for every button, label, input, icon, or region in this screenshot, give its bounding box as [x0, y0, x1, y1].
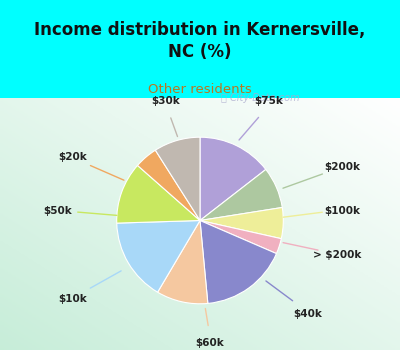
- Wedge shape: [117, 220, 200, 292]
- Text: $20k: $20k: [58, 152, 87, 162]
- Text: $75k: $75k: [254, 96, 283, 106]
- Wedge shape: [117, 166, 200, 223]
- Wedge shape: [200, 220, 276, 303]
- Text: $50k: $50k: [44, 206, 72, 216]
- Text: $60k: $60k: [196, 338, 224, 348]
- Wedge shape: [200, 169, 282, 220]
- Wedge shape: [138, 150, 200, 220]
- Text: $100k: $100k: [324, 206, 360, 216]
- Wedge shape: [155, 137, 200, 220]
- Text: > $200k: > $200k: [313, 250, 361, 260]
- Wedge shape: [200, 208, 283, 239]
- Text: $10k: $10k: [58, 294, 87, 304]
- Wedge shape: [200, 220, 281, 254]
- Text: Income distribution in Kernersville,
NC (%): Income distribution in Kernersville, NC …: [34, 21, 366, 61]
- Text: $30k: $30k: [151, 96, 180, 106]
- Text: $200k: $200k: [324, 162, 360, 172]
- Text: ⓘ City-Data.com: ⓘ City-Data.com: [222, 93, 300, 103]
- Wedge shape: [158, 220, 208, 304]
- Text: $40k: $40k: [293, 309, 322, 318]
- Wedge shape: [200, 137, 266, 220]
- Text: Other residents: Other residents: [148, 83, 252, 96]
